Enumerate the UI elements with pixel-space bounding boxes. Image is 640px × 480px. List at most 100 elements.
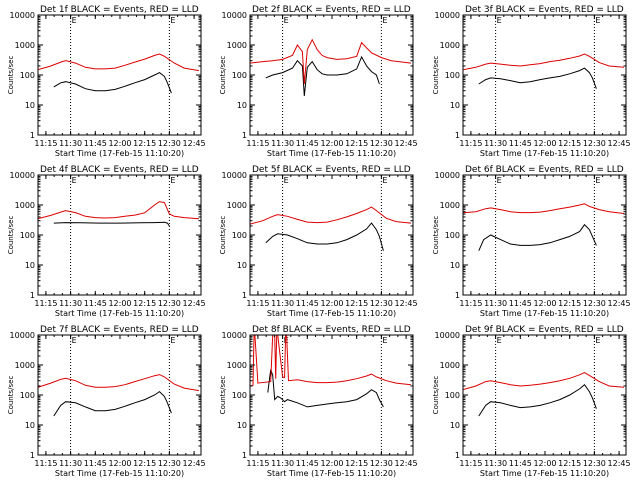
y-tick-label: 10: [237, 261, 247, 270]
lld-series-line: [250, 38, 412, 85]
chart-title: Det 5f BLACK = Events, RED = LLD: [252, 165, 411, 175]
x-axis-label: Start Time (17-Feb-15 11:10:20): [55, 149, 184, 158]
time-marker-label: E: [284, 336, 289, 345]
time-marker-label: E: [170, 16, 175, 25]
events-series-line: [53, 390, 172, 417]
y-tick-label: 1000: [440, 201, 460, 210]
x-tick-label: 12:00: [320, 299, 343, 308]
events-series-line: [267, 369, 384, 408]
time-marker-label: E: [72, 16, 77, 25]
x-tick-label: 12:00: [533, 139, 556, 148]
y-tick-label: 10: [450, 421, 460, 430]
chart-title: Det 1f BLACK = Events, RED = LLD: [40, 5, 199, 15]
x-tick-label: 12:45: [183, 459, 206, 468]
x-tick-label: 11:30: [484, 459, 507, 468]
lld-series-line: [250, 335, 412, 387]
x-tick-label: 12:30: [370, 459, 393, 468]
y-tick-label: 1000: [15, 201, 35, 210]
x-tick-label: 12:30: [583, 299, 606, 308]
time-marker-label: E: [170, 176, 175, 185]
x-tick-label: 12:15: [345, 459, 368, 468]
x-tick-label: 11:45: [84, 139, 107, 148]
x-tick-label: 12:15: [558, 299, 581, 308]
x-tick-label: 12:00: [108, 299, 131, 308]
chart-title: Det 3f BLACK = Events, RED = LLD: [465, 5, 624, 15]
time-marker-label: E: [284, 176, 289, 185]
y-tick-label: 10000: [10, 331, 35, 340]
y-tick-label: 100: [20, 391, 35, 400]
y-tick-label: 10: [450, 101, 460, 110]
x-tick-label: 11:45: [296, 139, 319, 148]
chart-title: Det 6f BLACK = Events, RED = LLD: [465, 165, 624, 175]
x-tick-label: 12:00: [320, 459, 343, 468]
y-axis-label: Counts/sec: [219, 376, 227, 415]
y-tick-label: 1000: [440, 361, 460, 370]
x-tick-label: 11:15: [459, 299, 482, 308]
x-tick-label: 12:15: [345, 299, 368, 308]
events-series-line: [265, 55, 380, 97]
x-tick-label: 12:30: [158, 299, 181, 308]
y-tick-label: 10: [450, 261, 460, 270]
lld-series-line: [250, 206, 412, 225]
y-tick-label: 100: [445, 71, 460, 80]
chart-title: Det 8f BLACK = Events, RED = LLD: [252, 325, 411, 335]
x-tick-label: 12:15: [133, 299, 156, 308]
x-tick-label: 11:15: [246, 139, 269, 148]
y-tick-label: 10: [237, 421, 247, 430]
lld-series-line: [38, 53, 200, 72]
x-tick-label: 11:15: [459, 459, 482, 468]
x-tick-label: 11:30: [484, 299, 507, 308]
events-series-line: [478, 223, 597, 251]
y-axis-label: Counts/sec: [432, 216, 440, 255]
x-tick-label: 11:30: [59, 299, 82, 308]
y-tick-label: 1000: [15, 41, 35, 50]
x-tick-label: 11:15: [459, 139, 482, 148]
time-marker-label: E: [382, 336, 387, 345]
events-series-line: [265, 222, 384, 251]
x-tick-label: 11:30: [271, 139, 294, 148]
chart-title: Det 9f BLACK = Events, RED = LLD: [465, 325, 624, 335]
x-tick-label: 11:45: [509, 459, 532, 468]
y-axis-label: Counts/sec: [7, 56, 15, 95]
y-tick-label: 1000: [227, 41, 247, 50]
x-tick-label: 12:45: [395, 459, 418, 468]
x-axis-label: Start Time (17-Feb-15 11:10:20): [55, 469, 184, 478]
x-tick-label: 11:45: [84, 459, 107, 468]
time-marker-label: E: [382, 16, 387, 25]
time-marker-label: E: [497, 176, 502, 185]
x-axis-label: Start Time (17-Feb-15 11:10:20): [480, 469, 609, 478]
y-tick-label: 1000: [15, 361, 35, 370]
y-tick-label: 10000: [222, 11, 247, 20]
x-tick-label: 11:15: [246, 299, 269, 308]
y-tick-label: 1: [455, 451, 460, 460]
y-tick-label: 100: [445, 391, 460, 400]
events-series-line: [53, 221, 170, 227]
y-tick-label: 10: [25, 421, 35, 430]
time-marker-label: E: [170, 336, 175, 345]
x-tick-label: 12:45: [608, 459, 631, 468]
events-series-line: [53, 72, 172, 94]
y-tick-label: 10000: [435, 331, 460, 340]
time-marker-label: E: [72, 336, 77, 345]
x-tick-label: 12:00: [533, 459, 556, 468]
y-axis-label: Counts/sec: [432, 56, 440, 95]
events-series-line: [478, 383, 597, 417]
time-marker-label: E: [497, 16, 502, 25]
y-axis-label: Counts/sec: [219, 216, 227, 255]
lld-series-line: [463, 203, 625, 214]
lld-series-line: [463, 372, 625, 391]
y-tick-label: 1: [242, 451, 247, 460]
y-tick-label: 100: [232, 231, 247, 240]
x-tick-label: 12:30: [583, 459, 606, 468]
y-tick-label: 10: [25, 261, 35, 270]
y-axis-label: Counts/sec: [7, 376, 15, 415]
x-tick-label: 12:30: [158, 139, 181, 148]
x-tick-label: 11:15: [34, 139, 57, 148]
y-tick-label: 10000: [10, 171, 35, 180]
time-marker-label: E: [284, 16, 289, 25]
